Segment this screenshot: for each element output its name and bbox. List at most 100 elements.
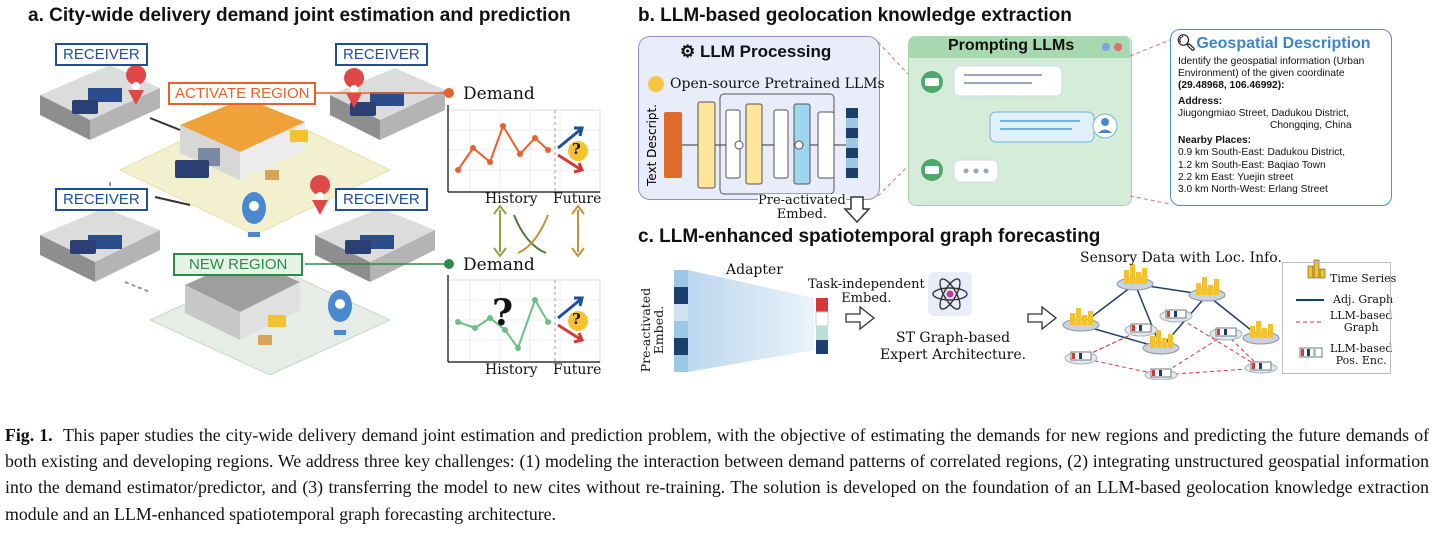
flow-arrow bbox=[149, 117, 181, 131]
pos-enc-node bbox=[1124, 323, 1158, 337]
future-label-top: Future bbox=[553, 191, 602, 207]
geo-intro-line: Identify the geospatial information (Urb… bbox=[1178, 56, 1365, 67]
pre-activated-embed-caption: Pre-activated Embed. bbox=[758, 194, 846, 222]
geo-title-text: Geospatial Description bbox=[1196, 35, 1371, 52]
legend-box bbox=[1282, 262, 1391, 374]
package-icon bbox=[265, 170, 279, 180]
st-graph-line: Expert Architecture. bbox=[880, 347, 1027, 363]
nearby-item: 0.9 km South-East: Dadukou District, bbox=[1178, 147, 1346, 159]
forklift-icon bbox=[268, 315, 286, 327]
window-dot-icon bbox=[1114, 43, 1122, 51]
chat-illustration bbox=[921, 65, 1118, 183]
legend-llm-pos-line: Pos. Enc. bbox=[1335, 354, 1387, 367]
location-pin-red-icon bbox=[344, 68, 365, 108]
receiver-label: RECEIVER bbox=[55, 43, 148, 66]
activate-region-label: ACTIVATE REGION bbox=[168, 82, 317, 105]
legend bbox=[1296, 259, 1326, 358]
graph-node bbox=[1062, 308, 1100, 332]
question-badge-icon bbox=[568, 311, 588, 331]
history-label-bottom: History bbox=[485, 362, 538, 378]
big-question-mark: ? bbox=[492, 292, 514, 334]
caption-label: Fig. 1. bbox=[5, 425, 53, 445]
task-independent-label: Task-independent Embed. bbox=[808, 278, 925, 306]
transfer-arrow bbox=[513, 214, 547, 254]
address-label: Address: bbox=[1178, 95, 1223, 107]
location-pin-red-icon bbox=[126, 65, 147, 105]
llm-processing-label: LLM Processing bbox=[699, 42, 832, 61]
legend-llm-pos: LLM-based Pos. Enc. bbox=[1330, 343, 1392, 367]
pos-enc-node bbox=[1064, 351, 1098, 365]
legend-adj-graph: Adj. Graph bbox=[1333, 293, 1394, 306]
prompting-llms-title: Prompting LLMs bbox=[948, 37, 1075, 54]
down-arrow-icon bbox=[843, 196, 871, 224]
demand-chart-top bbox=[447, 105, 601, 193]
nearby-label: Nearby Places: bbox=[1178, 135, 1252, 147]
prompt-connector-lines bbox=[878, 39, 1171, 205]
flow-arrow bbox=[154, 196, 191, 206]
location-pin-blue-icon bbox=[328, 290, 352, 335]
legend-llm-graph-line: Graph bbox=[1343, 321, 1379, 334]
legend-llm-pos-line: LLM-based bbox=[1330, 342, 1393, 355]
demand-chart-bottom bbox=[447, 275, 601, 363]
new-region-dot bbox=[444, 259, 454, 269]
geo-coordinate: (29.48968, 106.46992): bbox=[1178, 80, 1285, 92]
gear-icon: ⚙ bbox=[680, 42, 696, 61]
truck-icon bbox=[345, 240, 371, 254]
transfer-arrow bbox=[517, 214, 549, 254]
geo-intro-line: Environment) of the given coordinate bbox=[1178, 68, 1345, 80]
forklift-icon bbox=[290, 130, 308, 142]
central-warehouse bbox=[180, 98, 305, 180]
geospatial-description-box bbox=[1170, 29, 1392, 206]
spatiotemporal-graph bbox=[1062, 264, 1280, 380]
geospatial-title: 🔍︎Geospatial Description bbox=[1176, 33, 1371, 53]
legend-time-series: Time Series bbox=[1330, 272, 1397, 285]
caption-text: This paper studies the city-wide deliver… bbox=[5, 425, 1430, 524]
pre-activated-rotated: Pre-activated Embed. bbox=[637, 287, 666, 377]
adapter-shape bbox=[688, 270, 814, 372]
graph-node bbox=[1242, 321, 1280, 345]
legend-llm-graph-line: LLM-based bbox=[1330, 309, 1393, 322]
text-descript-label: Text Descript. bbox=[645, 104, 659, 187]
pre-activated-line: Pre-activated bbox=[758, 193, 846, 208]
truck-icon bbox=[350, 102, 376, 116]
panel-c-title: c. LLM-enhanced spatiotemporal graph for… bbox=[638, 226, 1101, 247]
question-mark-top: ? bbox=[572, 140, 581, 158]
transfer-arrow bbox=[571, 204, 585, 258]
window-dot-icon bbox=[1102, 43, 1110, 51]
pos-enc-node bbox=[1144, 368, 1178, 380]
st-graph-line: ST Graph-based bbox=[896, 330, 1011, 346]
receiver-building-mid-right bbox=[315, 208, 435, 282]
graph-node bbox=[1188, 277, 1226, 302]
flow-arrow bbox=[124, 281, 151, 293]
receiver-label: RECEIVER bbox=[55, 188, 148, 211]
package-icon bbox=[258, 335, 272, 345]
llm-processing-title: ⚙ LLM Processing bbox=[680, 42, 831, 62]
task-embed-line: Embed. bbox=[841, 291, 892, 306]
llm-architecture-diagram: Text Descript. bbox=[645, 93, 858, 195]
demand-label-top: Demand bbox=[463, 84, 535, 104]
demand-label-bottom: Demand bbox=[463, 255, 535, 275]
nearby-item: 2.2 km East: Yuejin street bbox=[1178, 171, 1294, 183]
panel-a-illustration bbox=[40, 65, 601, 376]
open-source-label: Open-source Pretrained LLMs bbox=[670, 76, 885, 92]
pos-enc-node bbox=[1244, 361, 1278, 374]
right-arrow-icon bbox=[845, 305, 876, 331]
legend-llm-graph: LLM-based Graph bbox=[1330, 310, 1392, 334]
sensory-data-label: Sensory Data with Loc. Info. bbox=[1080, 250, 1282, 266]
pre-activated-embed-bar bbox=[846, 108, 858, 178]
nearby-item: 1.2 km South-East: Baqiao Town bbox=[1178, 159, 1326, 171]
llm-logo-icon bbox=[648, 76, 664, 92]
right-arrow-icon bbox=[1027, 305, 1058, 331]
location-pin-blue-icon bbox=[242, 192, 266, 237]
history-label-top: History bbox=[485, 191, 538, 207]
location-pin-red-icon bbox=[310, 175, 331, 215]
activate-dot bbox=[444, 88, 454, 98]
pos-enc-node bbox=[1209, 327, 1243, 341]
question-mark-bottom: ? bbox=[572, 310, 581, 328]
new-region-label: NEW REGION bbox=[173, 253, 304, 276]
embed-line: Embed. bbox=[651, 305, 666, 355]
task-independent-line: Task-independent bbox=[808, 277, 925, 292]
panel-a-title: a. City-wide delivery demand joint estim… bbox=[28, 5, 571, 26]
receiver-building-mid-left bbox=[40, 208, 160, 282]
truck-icon bbox=[175, 160, 209, 178]
